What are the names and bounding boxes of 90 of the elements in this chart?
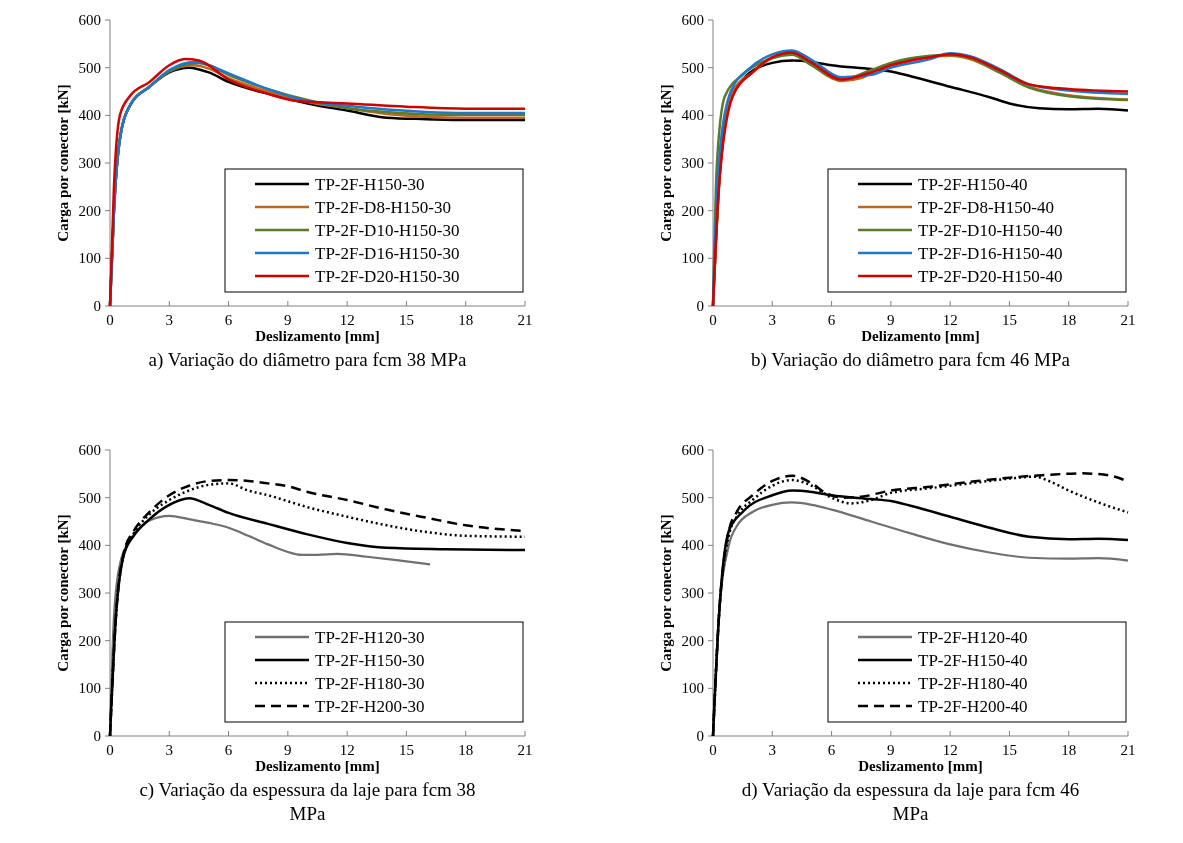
legend-label: TP-2F-D8-H150-30 [315, 198, 451, 217]
x-tick-label: 21 [1120, 312, 1136, 328]
y-tick-label: 0 [93, 728, 101, 744]
x-tick-label: 3 [768, 742, 777, 758]
legend-label: TP-2F-H120-40 [918, 628, 1028, 647]
legend-label: TP-2F-H200-30 [315, 697, 425, 716]
legend-label: TP-2F-D8-H150-40 [918, 198, 1054, 217]
text: c) Variação da espessura da laje para fcm 38 MPa [139, 779, 476, 824]
x-tick-label: 18 [458, 742, 474, 758]
y-tick-label: 500 [78, 59, 101, 76]
legend-label: TP-2F-H150-30 [315, 175, 425, 194]
x-tick-label: 21 [517, 312, 533, 328]
y-tick-label: 200 [681, 632, 704, 649]
x-tick-label: 6 [827, 742, 836, 758]
x-tick-label: 18 [1061, 312, 1077, 328]
x-tick-label: 0 [709, 742, 717, 758]
y-tick-label: 400 [681, 537, 704, 554]
x-tick-label: 6 [224, 742, 233, 758]
y-tick-label: 600 [681, 12, 704, 28]
y-tick-label: 500 [78, 489, 101, 506]
legend-label: TP-2F-D16-H150-40 [918, 244, 1063, 263]
text: a) Variação do diâmetro para fcm 38 MPa [148, 349, 467, 371]
y-axis-title: Carga por conector [kN] [55, 514, 71, 672]
y-tick-label: 300 [78, 585, 101, 601]
y-tick-label: 0 [696, 298, 704, 314]
x-tick-label: 15 [1001, 312, 1017, 328]
text: d) Variação da espessura da laje para fcm 46 MPa [741, 779, 1080, 824]
y-tick-label: 400 [78, 107, 101, 124]
x-axis-title: Deslizamento [mm] [255, 758, 380, 774]
x-tick-label: 18 [1061, 742, 1077, 758]
y-tick-label: 100 [78, 250, 101, 267]
x-tick-label: 18 [458, 312, 474, 328]
y-tick-label: 100 [681, 680, 704, 697]
x-tick-label: 9 [887, 742, 895, 758]
legend-label: TP-2F-D10-H150-40 [918, 221, 1063, 240]
x-axis-title: Delizamento [mm] [861, 328, 980, 344]
x-tick-label: 3 [768, 312, 777, 328]
x-tick-label: 0 [709, 312, 717, 328]
x-tick-label: 3 [165, 742, 174, 758]
y-axis-title: Carga por conector [kN] [658, 514, 674, 672]
y-tick-label: 500 [681, 489, 704, 506]
x-tick-label: 15 [398, 312, 414, 328]
y-tick-label: 300 [681, 585, 704, 601]
y-axis-title: Carga por conector [kN] [55, 84, 71, 242]
y-tick-label: 500 [681, 59, 704, 76]
y-tick-label: 200 [78, 202, 101, 219]
x-tick-label: 6 [827, 312, 836, 328]
y-tick-label: 600 [78, 12, 101, 28]
y-tick-label: 0 [93, 298, 101, 314]
y-tick-label: 200 [78, 632, 101, 649]
y-tick-label: 400 [78, 537, 101, 554]
x-tick-label: 15 [1001, 742, 1017, 758]
y-tick-label: 600 [681, 442, 704, 458]
legend-label: TP-2F-D16-H150-30 [315, 244, 460, 263]
y-tick-label: 600 [78, 442, 101, 458]
legend-label: TP-2F-H150-40 [918, 175, 1028, 194]
y-tick-label: 200 [681, 202, 704, 219]
legend-label: TP-2F-H150-40 [918, 651, 1028, 670]
x-tick-label: 0 [106, 742, 114, 758]
x-tick-label: 12 [942, 742, 958, 758]
x-tick-label: 21 [517, 742, 533, 758]
x-tick-label: 0 [106, 312, 114, 328]
legend-label: TP-2F-H180-30 [315, 674, 425, 693]
legend-label: TP-2F-H150-30 [315, 651, 425, 670]
legend-label: TP-2F-H200-40 [918, 697, 1028, 716]
x-tick-label: 12 [942, 312, 958, 328]
x-tick-label: 6 [224, 312, 233, 328]
legend-label: TP-2F-D20-H150-30 [315, 267, 460, 286]
legend-label: TP-2F-D10-H150-30 [315, 221, 460, 240]
x-tick-label: 12 [339, 312, 355, 328]
legend-label: TP-2F-H120-30 [315, 628, 425, 647]
legend-label: TP-2F-H180-40 [918, 674, 1028, 693]
x-tick-label: 9 [284, 742, 292, 758]
y-tick-label: 0 [696, 728, 704, 744]
x-tick-label: 15 [398, 742, 414, 758]
text: b) Variação do diâmetro para fcm 46 MPa [751, 349, 1071, 371]
y-tick-label: 100 [681, 250, 704, 267]
x-tick-label: 9 [887, 312, 895, 328]
x-tick-label: 3 [165, 312, 174, 328]
legend-label: TP-2F-D20-H150-40 [918, 267, 1063, 286]
x-tick-label: 12 [339, 742, 355, 758]
y-tick-label: 100 [78, 680, 101, 697]
y-axis-title: Carga por conector [kN] [658, 84, 674, 242]
y-tick-label: 300 [681, 155, 704, 171]
y-tick-label: 300 [78, 155, 101, 171]
x-tick-label: 9 [284, 312, 292, 328]
x-axis-title: Deslizamento [mm] [858, 758, 983, 774]
y-tick-label: 400 [681, 107, 704, 124]
x-axis-title: Deslizamento [mm] [255, 328, 380, 344]
x-tick-label: 21 [1120, 742, 1136, 758]
